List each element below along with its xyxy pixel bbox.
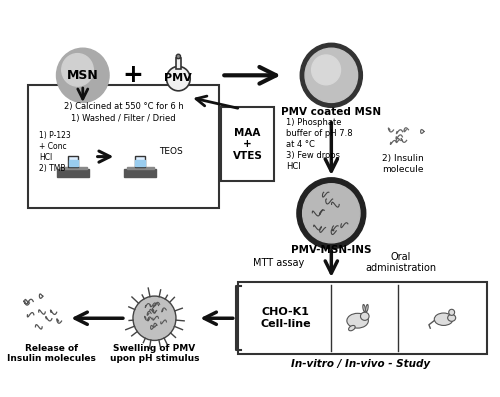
Text: CHO-K1
Cell-line: CHO-K1 Cell-line [260,307,311,329]
Circle shape [305,48,358,102]
Ellipse shape [434,313,453,326]
FancyBboxPatch shape [124,169,156,177]
Text: MTT assay: MTT assay [253,258,304,268]
Circle shape [56,48,109,102]
Circle shape [312,55,340,85]
FancyBboxPatch shape [68,156,78,167]
Text: MAA
+
VTES: MAA + VTES [232,128,262,161]
Text: PMV: PMV [164,73,192,83]
Text: TEOS: TEOS [160,147,183,156]
Circle shape [297,178,366,249]
Text: Oral
administration: Oral administration [365,252,436,274]
Circle shape [448,309,454,315]
Ellipse shape [360,312,369,320]
FancyBboxPatch shape [176,58,181,69]
FancyBboxPatch shape [222,107,274,181]
Text: MSN: MSN [67,69,98,82]
Circle shape [133,296,176,340]
Ellipse shape [348,326,355,331]
Circle shape [62,54,94,86]
FancyBboxPatch shape [60,167,86,169]
Text: +: + [122,63,144,87]
Circle shape [176,54,180,59]
Text: PMV coated MSN: PMV coated MSN [282,107,382,117]
FancyBboxPatch shape [136,160,145,166]
FancyBboxPatch shape [68,160,78,166]
Text: 2) Insulin
molecule: 2) Insulin molecule [382,154,424,174]
Text: In-vitro / In-vivo - Study: In-vitro / In-vivo - Study [292,358,430,368]
Text: 2) Calcined at 550 °C for 6 h
1) Washed / Filter / Dried: 2) Calcined at 550 °C for 6 h 1) Washed … [64,102,184,123]
Circle shape [166,66,190,91]
Text: PMV-MSN-INS: PMV-MSN-INS [291,245,372,255]
Ellipse shape [363,304,366,312]
Text: 1) Phosphate
buffer of pH 7.8
at 4 °C
3) Few drops
HCl: 1) Phosphate buffer of pH 7.8 at 4 °C 3)… [286,118,352,171]
Text: 1) P-123
+ Conc
HCl
2) TMB: 1) P-123 + Conc HCl 2) TMB [39,131,70,173]
FancyBboxPatch shape [126,167,154,169]
Text: Swelling of PMV
upon pH stimulus: Swelling of PMV upon pH stimulus [110,344,199,363]
FancyBboxPatch shape [135,156,145,167]
Circle shape [302,184,360,243]
Circle shape [300,43,362,107]
Ellipse shape [448,314,456,321]
Text: Release of
Insulin molecules: Release of Insulin molecules [8,344,96,363]
FancyBboxPatch shape [238,282,486,354]
FancyBboxPatch shape [58,169,89,177]
Ellipse shape [366,304,368,312]
Ellipse shape [347,313,368,328]
